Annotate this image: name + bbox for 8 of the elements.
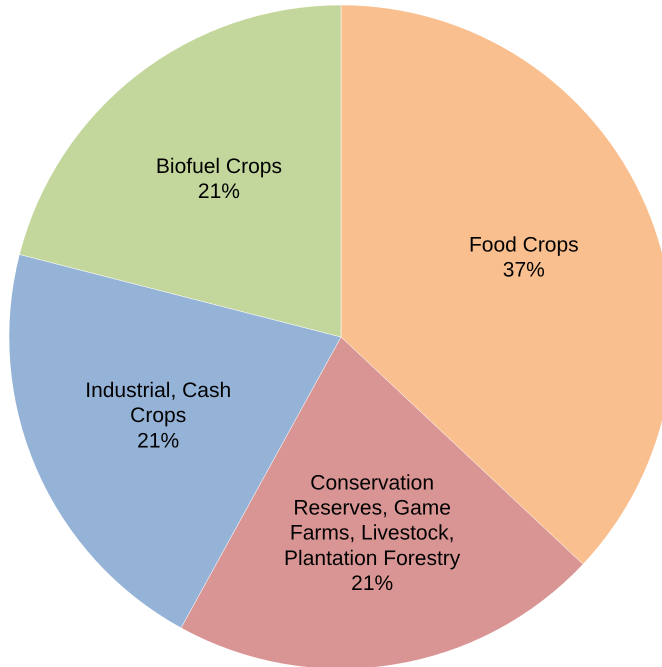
data-label: 37%: [502, 258, 545, 282]
data-label: 21%: [137, 428, 180, 452]
slice-label: Industrial, Cash Crops: [85, 378, 232, 427]
slice-label: Biofuel Crops: [156, 154, 282, 178]
data-label: 21%: [198, 180, 240, 203]
data-label: 21%: [351, 572, 394, 595]
slice-label: Conservation Reserves, Game Farms, Livestock, Plantation Forestry: [284, 470, 461, 570]
slice-label: Food Crops: [468, 232, 579, 256]
